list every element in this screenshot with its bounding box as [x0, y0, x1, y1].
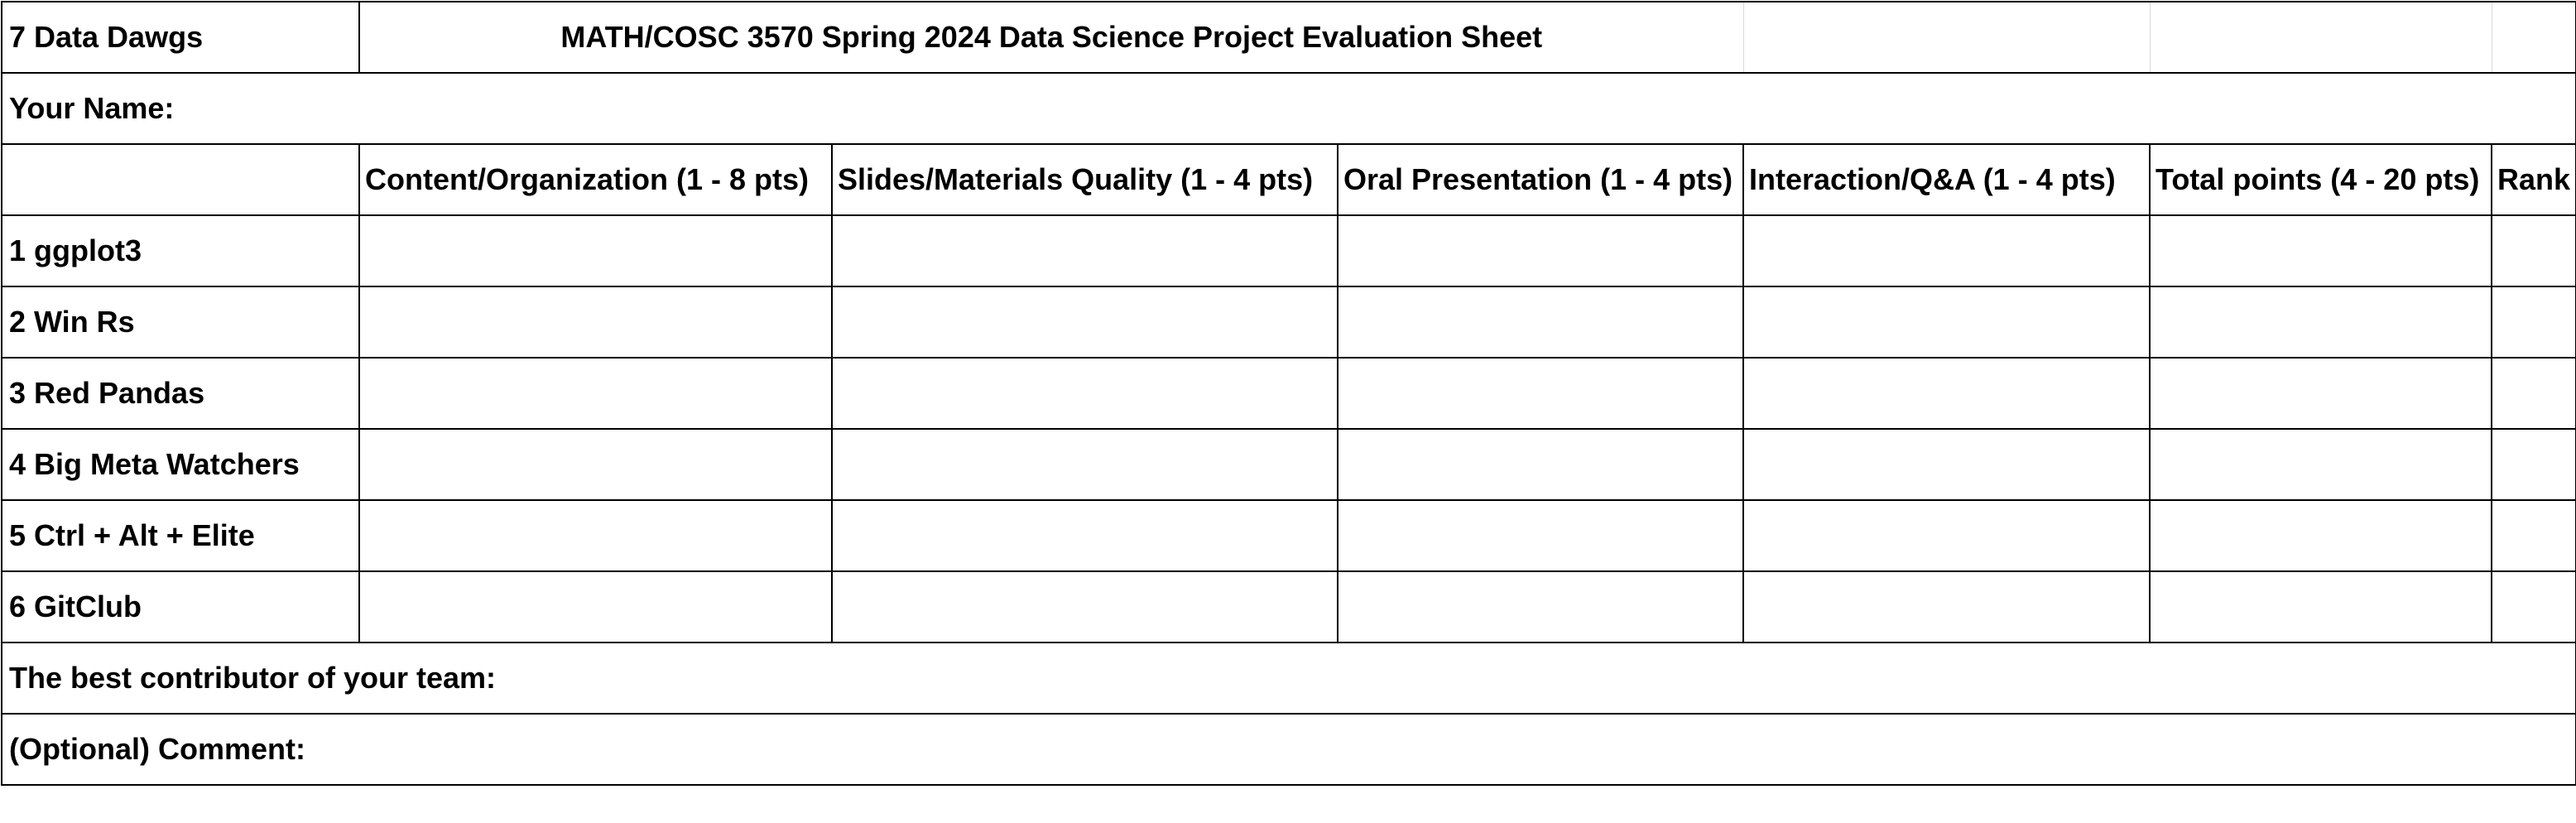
score-cell[interactable]	[1742, 570, 2151, 643]
team-name: 1 ggplot3	[1, 214, 360, 287]
total-cell[interactable]	[2149, 214, 2492, 287]
table-row: 1 ggplot3	[1, 214, 2576, 287]
evaluation-table: 7 Data Dawgs MATH/COSC 3570 Spring 2024 …	[1, 1, 2576, 786]
title-blank-cell[interactable]	[2149, 1, 2492, 74]
column-header: Interaction/Q&A (1 - 4 pts)	[1742, 143, 2151, 216]
your-name-field[interactable]: Your Name:	[1, 72, 2576, 145]
score-cell[interactable]	[831, 499, 1338, 572]
column-header: Content/Organization (1 - 8 pts)	[358, 143, 833, 216]
score-cell[interactable]	[1337, 214, 1744, 287]
score-cell[interactable]	[1742, 499, 2151, 572]
header-blank-cell	[1, 143, 360, 216]
total-cell[interactable]	[2149, 499, 2492, 572]
score-cell[interactable]	[358, 214, 833, 287]
score-cell[interactable]	[1337, 499, 1744, 572]
total-cell[interactable]	[2149, 428, 2492, 501]
title-row: 7 Data Dawgs MATH/COSC 3570 Spring 2024 …	[1, 1, 2576, 74]
score-cell[interactable]	[358, 357, 833, 430]
sheet-title: MATH/COSC 3570 Spring 2024 Data Science …	[358, 1, 1744, 74]
rank-cell[interactable]	[2491, 499, 2576, 572]
rank-cell[interactable]	[2491, 214, 2576, 287]
group-label: 7 Data Dawgs	[1, 1, 360, 74]
comment-field[interactable]: (Optional) Comment:	[1, 713, 2576, 786]
score-cell[interactable]	[831, 357, 1338, 430]
total-cell[interactable]	[2149, 357, 2492, 430]
best-contributor-field[interactable]: The best contributor of your team:	[1, 642, 2576, 715]
title-blank-cell[interactable]	[2491, 1, 2576, 74]
rank-cell[interactable]	[2491, 357, 2576, 430]
score-cell[interactable]	[358, 286, 833, 359]
column-header: Slides/Materials Quality (1 - 4 pts)	[831, 143, 1338, 216]
score-cell[interactable]	[358, 570, 833, 643]
comment-row: (Optional) Comment:	[1, 713, 2576, 786]
team-name: 3 Red Pandas	[1, 357, 360, 430]
total-cell[interactable]	[2149, 570, 2492, 643]
score-cell[interactable]	[1337, 570, 1744, 643]
team-name: 6 GitClub	[1, 570, 360, 643]
score-cell[interactable]	[1742, 428, 2151, 501]
score-cell[interactable]	[1337, 428, 1744, 501]
score-cell[interactable]	[831, 214, 1338, 287]
score-cell[interactable]	[831, 286, 1338, 359]
table-row: 2 Win Rs	[1, 286, 2576, 359]
table-row: 4 Big Meta Watchers	[1, 428, 2576, 501]
score-cell[interactable]	[831, 570, 1338, 643]
column-header: Oral Presentation (1 - 4 pts)	[1337, 143, 1744, 216]
score-cell[interactable]	[358, 428, 833, 501]
score-cell[interactable]	[1337, 357, 1744, 430]
score-cell[interactable]	[1337, 286, 1744, 359]
total-cell[interactable]	[2149, 286, 2492, 359]
score-cell[interactable]	[831, 428, 1338, 501]
score-cell[interactable]	[1742, 214, 2151, 287]
table-row: 5 Ctrl + Alt + Elite	[1, 499, 2576, 572]
team-name: 4 Big Meta Watchers	[1, 428, 360, 501]
title-blank-cell[interactable]	[1742, 1, 2151, 74]
column-header: Rank	[2491, 143, 2576, 216]
header-row: Content/Organization (1 - 8 pts) Slides/…	[1, 143, 2576, 216]
column-header: Total points (4 - 20 pts)	[2149, 143, 2492, 216]
score-cell[interactable]	[1742, 286, 2151, 359]
best-contributor-row: The best contributor of your team:	[1, 642, 2576, 715]
table-row: 6 GitClub	[1, 570, 2576, 643]
your-name-row: Your Name:	[1, 72, 2576, 145]
score-cell[interactable]	[358, 499, 833, 572]
rank-cell[interactable]	[2491, 428, 2576, 501]
rank-cell[interactable]	[2491, 570, 2576, 643]
team-name: 5 Ctrl + Alt + Elite	[1, 499, 360, 572]
score-cell[interactable]	[1742, 357, 2151, 430]
rank-cell[interactable]	[2491, 286, 2576, 359]
table-row: 3 Red Pandas	[1, 357, 2576, 430]
team-name: 2 Win Rs	[1, 286, 360, 359]
